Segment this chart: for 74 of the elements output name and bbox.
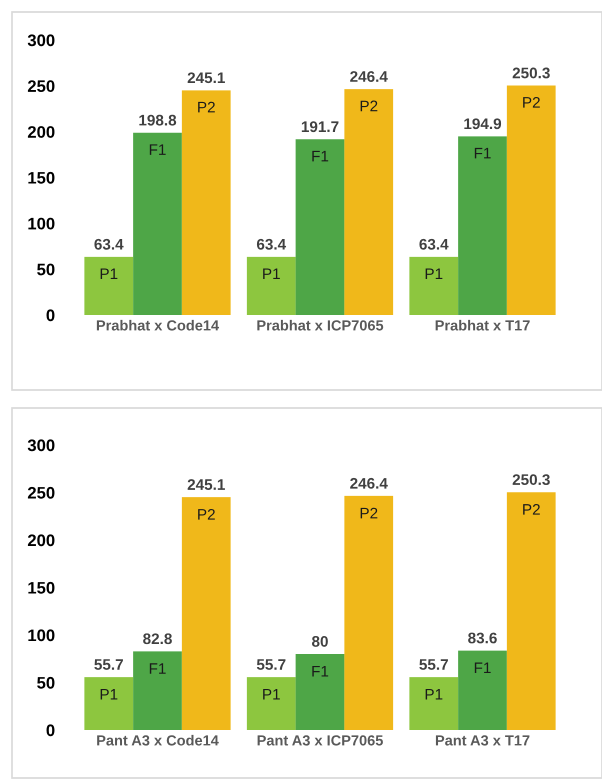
data-label: 55.7	[94, 659, 123, 670]
data-label: 246.4	[350, 478, 388, 489]
x-tick-label: Prabhat x Code14	[96, 320, 220, 331]
y-tick-label: 250	[28, 486, 54, 499]
series-label: F1	[150, 663, 166, 674]
data-label: 246.4	[350, 71, 388, 82]
data-label: 55.7	[419, 659, 448, 670]
text: P1	[263, 268, 280, 279]
bar	[409, 256, 458, 315]
bar	[296, 654, 344, 730]
y-tick-label: 200	[28, 534, 54, 546]
bar	[506, 86, 556, 315]
text: P1	[426, 689, 442, 700]
y-tick-label: 150	[28, 172, 54, 184]
x-tick-label: Prabhat x T17	[436, 320, 530, 331]
text: P2	[523, 504, 540, 515]
data-label: 194.9	[464, 118, 502, 130]
x-tick-label: Prabhat x ICP7065	[257, 320, 384, 331]
text: F1	[150, 144, 166, 155]
x-tick-label: Pant A3 x Code14	[97, 734, 219, 746]
y-tick-label: 100	[28, 218, 54, 230]
text: F1	[312, 666, 328, 676]
bar	[84, 677, 134, 730]
bar	[133, 132, 182, 315]
bar	[84, 256, 134, 315]
text: P2	[360, 508, 378, 518]
data-label: 198.8	[139, 114, 176, 126]
text: P1	[263, 689, 280, 700]
text: P2	[523, 96, 540, 108]
bar	[246, 256, 296, 315]
y-tick-label: 300	[28, 439, 54, 452]
y-tick-label: 300	[28, 34, 54, 46]
text: F1	[474, 148, 491, 158]
series-label: F1	[312, 150, 328, 162]
data-label: 245.1	[188, 72, 225, 84]
bar	[133, 651, 182, 730]
y-tick-label: 50	[37, 676, 54, 689]
series-label: P2	[360, 100, 378, 112]
data-label: 82.8	[143, 633, 172, 644]
y-tick-label: 200	[28, 126, 54, 138]
y-tick-label: 50	[37, 264, 54, 276]
data-label: 250.3	[512, 474, 550, 486]
series-label: P1	[100, 268, 118, 279]
data-label: 83.6	[468, 632, 497, 644]
series-label: P2	[198, 508, 215, 520]
bar	[344, 89, 394, 315]
data-label: 55.7	[256, 659, 286, 670]
bar	[246, 677, 296, 730]
text: P2	[198, 102, 215, 112]
bar	[409, 677, 458, 730]
series-label: P1	[100, 689, 118, 700]
y-tick-label: 0	[46, 724, 54, 736]
bar	[344, 496, 394, 730]
x-tick-label: Pant A3 x T17	[436, 735, 530, 746]
data-label: 250.3	[512, 68, 550, 78]
data-label: 80	[312, 636, 328, 647]
bar	[182, 497, 231, 730]
data-label: 63.4	[94, 238, 124, 250]
y-tick-label: 0	[46, 309, 54, 322]
data-label: 191.7	[302, 121, 338, 132]
bar	[458, 650, 507, 730]
data-label: 245.1	[188, 479, 225, 490]
bar	[506, 492, 556, 730]
x-tick-label: Pant A3 x ICP7065	[258, 735, 383, 746]
bar	[182, 90, 231, 315]
bar	[296, 139, 344, 315]
y-tick-label: 150	[28, 582, 54, 594]
data-label: 63.4	[256, 238, 286, 250]
y-tick-label: 250	[28, 80, 54, 92]
bar	[458, 136, 507, 315]
text: P1	[426, 268, 442, 279]
data-label: 63.4	[419, 238, 449, 250]
y-tick-label: 100	[28, 629, 54, 642]
text: F1	[474, 662, 491, 674]
